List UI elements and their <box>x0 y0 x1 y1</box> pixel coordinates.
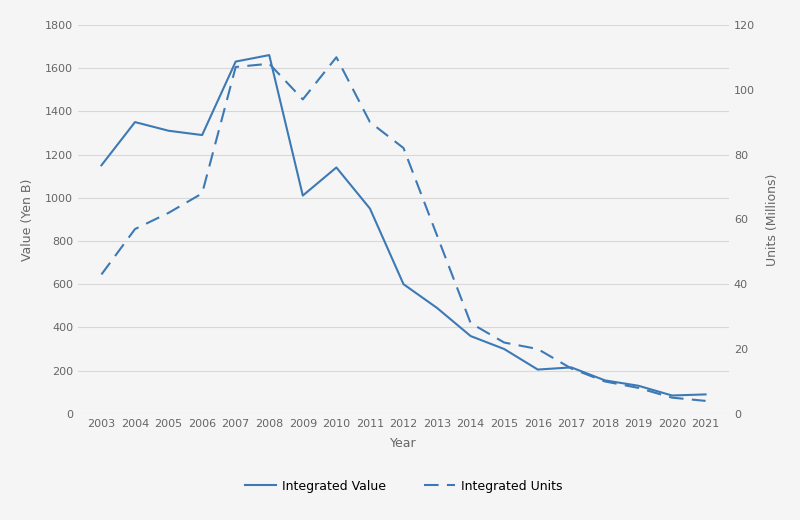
Integrated Value <box>198 132 207 138</box>
Integrated Value <box>231 58 241 64</box>
Line: Integrated Units: Integrated Units <box>102 57 706 401</box>
Integrated Value <box>164 127 174 134</box>
Y-axis label: Units (Millions): Units (Millions) <box>766 173 779 266</box>
Integrated Units <box>265 61 274 67</box>
Integrated Units <box>198 190 207 197</box>
Integrated Units <box>298 96 308 102</box>
Integrated Units <box>164 210 174 216</box>
Integrated Value <box>701 391 710 397</box>
Integrated Value <box>634 383 643 389</box>
Integrated Value <box>566 365 576 371</box>
Integrated Value <box>499 346 509 352</box>
Integrated Value <box>265 52 274 58</box>
Integrated Units <box>499 340 509 346</box>
Integrated Units <box>533 346 542 352</box>
Integrated Units <box>331 54 341 60</box>
Integrated Units <box>365 119 374 125</box>
Integrated Value <box>97 162 106 168</box>
Integrated Units <box>432 232 442 239</box>
Integrated Units <box>231 64 241 70</box>
Integrated Value <box>600 377 610 383</box>
Integrated Units <box>130 226 140 232</box>
Integrated Units <box>701 398 710 404</box>
Integrated Units <box>634 385 643 391</box>
Integrated Units <box>667 395 677 401</box>
Integrated Value <box>298 192 308 199</box>
Integrated Units <box>566 366 576 372</box>
Integrated Value <box>432 305 442 311</box>
Integrated Value <box>365 205 374 212</box>
Integrated Value <box>466 333 475 339</box>
Integrated Value <box>130 119 140 125</box>
Integrated Units <box>600 379 610 385</box>
Integrated Value <box>533 367 542 373</box>
Integrated Value <box>331 164 341 171</box>
Integrated Units <box>466 320 475 326</box>
Integrated Units <box>398 145 408 151</box>
X-axis label: Year: Year <box>390 437 417 450</box>
Integrated Value <box>398 281 408 288</box>
Line: Integrated Value: Integrated Value <box>102 55 706 396</box>
Integrated Units <box>97 271 106 278</box>
Legend: Integrated Value, Integrated Units: Integrated Value, Integrated Units <box>239 475 567 498</box>
Integrated Value <box>667 393 677 399</box>
Y-axis label: Value (Yen B): Value (Yen B) <box>21 178 34 261</box>
